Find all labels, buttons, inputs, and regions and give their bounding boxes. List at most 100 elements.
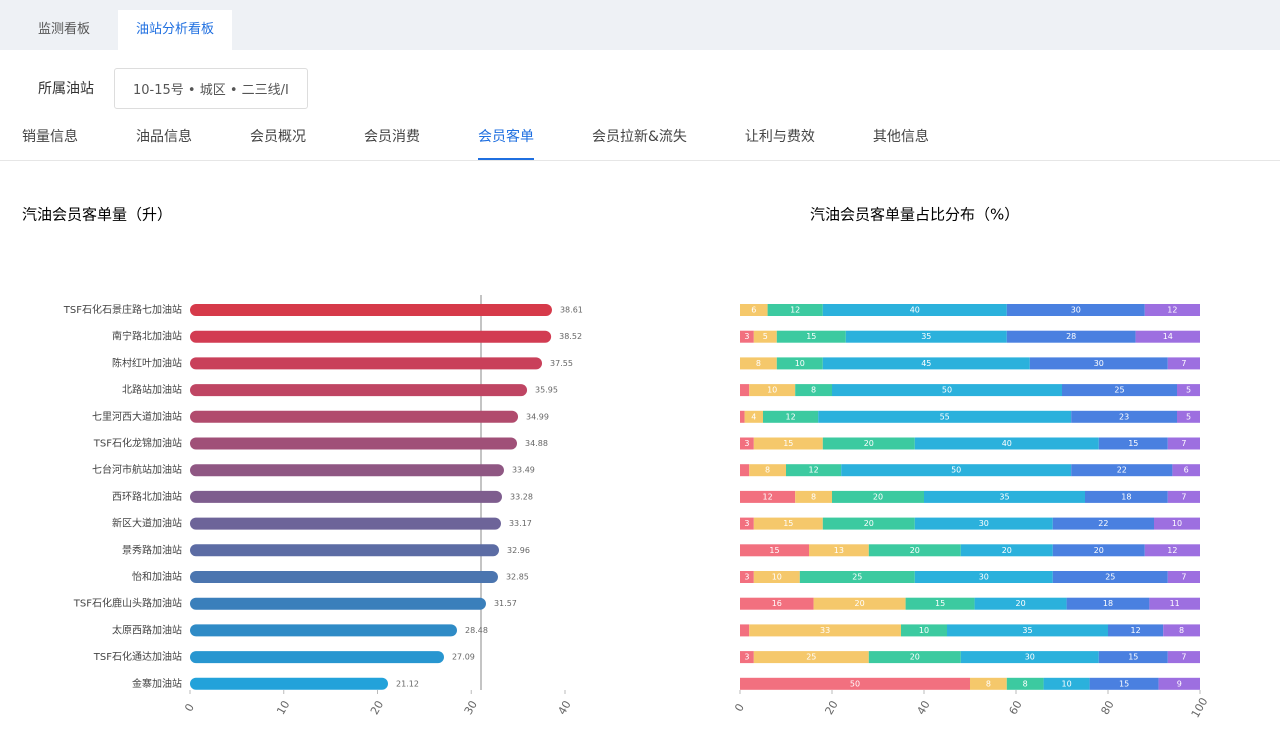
bar-segment — [767, 304, 823, 316]
value-label: 15 — [1119, 679, 1129, 688]
value-label: 10 — [795, 359, 805, 368]
nav-item[interactable]: 会员拉新&流失 — [592, 129, 687, 145]
value-label: 3 — [744, 332, 749, 341]
value-label: 3 — [744, 439, 749, 448]
value-label: 25 — [1114, 386, 1124, 395]
bar — [190, 330, 552, 343]
value-label: 15 — [1128, 653, 1138, 662]
value-label: 35.95 — [535, 386, 558, 395]
chart-title: 汽油会员客单量占比分布（%） — [810, 206, 1019, 224]
nav: 销量信息 油品信息 会员概况 会员消费 会员客单 会员拉新&流失 让利与费效 其他信息 — [0, 126, 1280, 161]
bar-segment — [740, 490, 796, 503]
value-label: 45 — [921, 359, 931, 368]
nav-item[interactable]: 其他信息 — [872, 129, 929, 145]
y-tick-label: 怡和加油站 — [132, 570, 182, 583]
value-label: 13 — [834, 546, 844, 555]
nav-item[interactable]: 让利与费效 — [744, 129, 815, 145]
value-label: 33.49 — [512, 466, 535, 475]
nav-item[interactable]: 油品信息 — [136, 129, 192, 145]
bar-segment — [845, 330, 1007, 343]
value-label: 3 — [744, 573, 749, 582]
bar-segment — [740, 597, 814, 610]
value-label: 55 — [940, 412, 950, 421]
bar-segment — [1006, 330, 1136, 343]
value-label: 32.85 — [506, 573, 529, 582]
value-label: 8 — [811, 492, 816, 501]
value-label: 33.17 — [509, 519, 532, 528]
nav-item[interactable]: 会员概况 — [250, 129, 306, 145]
value-label: 7 — [1181, 573, 1186, 582]
value-label: 27.09 — [452, 653, 475, 662]
tab[interactable]: 监测看板 — [38, 22, 91, 37]
bar-segment — [1163, 624, 1200, 637]
x-tick-label: 30 — [462, 698, 480, 717]
bar-segment — [1149, 597, 1200, 610]
bar-segment — [868, 651, 961, 664]
value-label: 12 — [763, 492, 773, 501]
bar-segment — [1062, 384, 1177, 397]
bar-segment — [795, 490, 832, 503]
value-label: 35 — [999, 492, 1009, 501]
nav-item[interactable]: 会员消费 — [364, 129, 420, 145]
value-label: 37.55 — [550, 359, 573, 368]
bar-segment — [1098, 651, 1168, 664]
value-label: 18 — [1103, 599, 1113, 608]
bar — [190, 410, 519, 423]
y-tick-label: TSF石化石景庄路七加油站 — [63, 303, 182, 316]
bar-segment — [744, 410, 763, 423]
value-label: 33.28 — [510, 492, 533, 501]
bar-segment — [1167, 651, 1200, 664]
bar-segment — [740, 677, 970, 690]
bar — [190, 437, 517, 450]
bar-segment — [1066, 597, 1150, 610]
value-label: 20 — [864, 519, 874, 528]
bar-segment — [799, 571, 915, 583]
value-label: 7 — [1181, 359, 1186, 368]
x-tick-label: 40 — [555, 698, 573, 717]
tab[interactable]: 油站分析看板 — [118, 10, 233, 50]
value-label: 15 — [1128, 439, 1138, 448]
value-label: 50 — [850, 679, 860, 688]
nav-item[interactable]: 销量信息 — [22, 129, 78, 145]
value-label: 25 — [806, 653, 816, 662]
y-tick-label: 南宁路北加油站 — [112, 330, 182, 343]
x-tick-label: 10 — [274, 698, 292, 717]
bar-segment — [1172, 464, 1200, 477]
bar-segment — [753, 651, 869, 664]
bar-segment — [1071, 410, 1177, 423]
value-label: 20 — [864, 439, 874, 448]
x-tick-label: 100 — [1189, 695, 1211, 720]
bar-segment — [1167, 490, 1200, 503]
value-label: 28 — [1066, 332, 1076, 341]
bar-segment — [749, 624, 901, 637]
bar-segment — [740, 517, 754, 530]
value-label: 15 — [769, 546, 779, 555]
value-label: 7 — [1181, 653, 1186, 662]
value-label: 12 — [790, 306, 800, 315]
y-tick-label: 新区大道加油站 — [112, 517, 182, 530]
nav-item[interactable]: 会员客单 — [478, 126, 534, 160]
filter-select[interactable]: 10-15号 • 城区 • 二三线/I — [114, 67, 308, 109]
bar-segment — [795, 384, 832, 397]
bar-segment — [974, 597, 1067, 610]
value-label: 12 — [1131, 626, 1141, 635]
bar-segment — [822, 357, 1030, 370]
value-label: 14 — [1163, 332, 1173, 341]
y-tick-label: TSF石化龙锦加油站 — [93, 437, 182, 450]
bar-segment — [740, 571, 754, 583]
bar-segment — [1052, 544, 1145, 557]
x-tick-label: 20 — [368, 698, 386, 717]
value-label: 6 — [751, 306, 756, 315]
bar-segment — [740, 330, 754, 343]
value-label: 10 — [1062, 679, 1072, 688]
x-tick-label: 20 — [822, 698, 840, 717]
bar — [190, 357, 543, 370]
value-label: 10 — [919, 626, 929, 635]
value-label: 34.99 — [526, 412, 549, 421]
bar-segment — [960, 544, 1053, 557]
value-label: 35 — [1022, 626, 1032, 635]
value-label: 20 — [910, 546, 920, 555]
bar-segment — [813, 597, 906, 610]
